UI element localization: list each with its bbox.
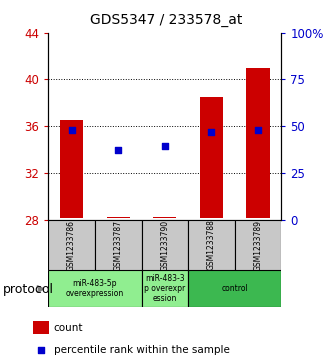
Point [209,129,214,135]
Point [69,127,74,132]
Text: GSM1233788: GSM1233788 [207,220,216,270]
Bar [48,220,95,270]
Text: GDS5347 / 233578_at: GDS5347 / 233578_at [90,13,243,27]
Bar [246,68,270,219]
Bar [142,220,188,270]
Bar [48,270,142,307]
Text: count: count [54,323,83,333]
Text: GSM1233786: GSM1233786 [67,220,76,270]
Bar [95,220,142,270]
Text: GSM1233787: GSM1233787 [114,220,123,270]
Bar [142,270,188,307]
Text: control: control [221,284,248,293]
Text: protocol: protocol [3,283,54,296]
Text: GSM1233790: GSM1233790 [160,220,169,270]
Bar [188,270,281,307]
Bar [153,217,176,219]
Text: GSM1233789: GSM1233789 [253,220,263,270]
Bar [235,220,281,270]
Point [255,127,261,132]
Bar [200,97,223,219]
Point [38,347,43,353]
Bar [188,220,235,270]
Point [162,143,167,149]
Text: percentile rank within the sample: percentile rank within the sample [54,345,229,355]
Text: miR-483-5p
overexpression: miR-483-5p overexpression [66,279,124,298]
Bar [107,217,130,219]
Point [116,147,121,152]
Text: miR-483-3
p overexpr
ession: miR-483-3 p overexpr ession [144,274,185,303]
Bar [33,321,49,334]
Bar [60,120,83,219]
